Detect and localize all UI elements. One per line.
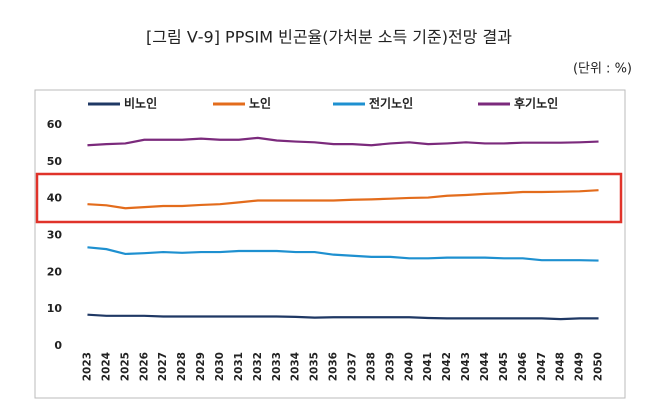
x-tick-label: 2029 [195,352,207,381]
x-tick-label: 2046 [517,352,529,381]
legend-label: 노인 [249,96,271,111]
unit-label: (단위 : %) [573,62,632,77]
y-tick-label: 30 [47,229,63,242]
x-tick-label: 2030 [214,352,226,381]
series-line [87,246,599,262]
x-tick-label: 2036 [328,352,340,381]
x-tick-label: 2042 [441,352,453,381]
x-tick-label: 2044 [479,352,491,381]
x-tick-label: 2025 [119,352,131,381]
series-line [87,189,599,210]
series-line [87,136,599,147]
x-tick-label: 2031 [233,352,245,381]
x-tick-label: 2047 [536,352,548,381]
legend-label: 전기노인 [369,96,413,111]
y-tick-label: 60 [47,118,63,131]
x-tick-label: 2024 [100,352,112,381]
x-tick-label: 2026 [138,352,150,381]
x-tick-label: 2039 [384,352,396,381]
chart-frame [34,89,626,399]
x-tick-label: 2035 [309,352,321,381]
x-tick-label: 2041 [422,352,434,381]
x-tick-label: 2040 [403,352,415,381]
y-tick-label: 10 [47,302,63,315]
x-tick-label: 2033 [271,352,283,381]
x-tick-label: 2038 [365,352,377,381]
x-tick-label: 2032 [252,352,264,381]
y-tick-label: 20 [47,265,63,278]
x-tick-label: 2023 [81,352,93,381]
x-tick-label: 2028 [176,352,188,381]
legend-label: 비노인 [124,96,157,111]
legend-label: 후기노인 [514,96,558,111]
x-tick-label: 2045 [498,352,510,381]
x-tick-label: 2049 [574,352,586,381]
x-tick-label: 2043 [460,352,472,381]
x-tick-label: 2034 [290,352,302,381]
chart-title: [그림 Ⅴ-9] PPSIM 빈곤율(가처분 소득 기준)전망 결과 [146,28,512,47]
series-line [87,313,599,321]
x-tick-label: 2027 [157,352,169,381]
highlight-box [35,172,623,224]
x-tick-label: 2048 [555,352,567,381]
y-tick-label: 50 [47,155,63,168]
x-tick-label: 2050 [593,352,605,381]
y-tick-label: 0 [54,339,62,352]
x-tick-label: 2037 [346,352,358,381]
y-tick-label: 40 [47,192,63,205]
